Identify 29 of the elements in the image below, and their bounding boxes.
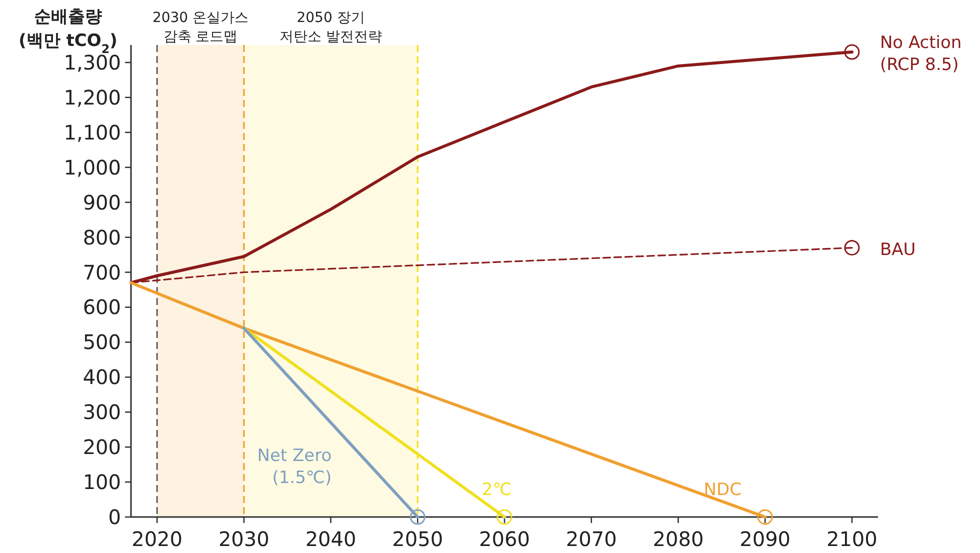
band-label: 2050 장기 저탄소 발전전략: [280, 10, 382, 45]
y-tick-label: 1,000: [64, 155, 121, 180]
series-label: BAU: [880, 240, 916, 260]
x-tick-label: 2020: [132, 527, 183, 551]
y-tick-label: 900: [82, 190, 121, 214]
series-label: No Action (RCP 8.5): [880, 32, 962, 75]
x-tick-label: 2100: [826, 527, 878, 551]
y-tick-label: 0: [108, 505, 121, 529]
x-tick-label: 2070: [566, 527, 617, 551]
x-tick-label: 2050: [392, 527, 444, 551]
x-tick-label: 2030: [218, 527, 270, 551]
y-tick-label: 800: [82, 225, 121, 250]
y-tick-label: 400: [82, 365, 121, 390]
series-label: 2℃: [482, 480, 512, 500]
y-tick-label: 200: [82, 435, 121, 460]
x-tick-label: 2080: [652, 527, 704, 551]
x-tick-label: 2060: [479, 527, 530, 551]
y-tick-label: 600: [82, 295, 121, 320]
y-tick-label: 300: [82, 400, 121, 424]
y-tick-label: 1,200: [64, 85, 121, 110]
y-tick-label: 500: [82, 330, 121, 354]
series-label: Net Zero (1.5℃): [257, 446, 332, 488]
series-label: NDC: [704, 480, 742, 500]
y-tick-label: 700: [82, 260, 121, 284]
band-label: 2030 온실가스 감축 로드맵: [152, 10, 249, 45]
y-tick-label: 100: [82, 470, 121, 494]
x-tick-label: 2040: [305, 527, 356, 551]
x-tick-label: 2090: [740, 527, 791, 551]
y-tick-label: 1,100: [64, 120, 121, 144]
